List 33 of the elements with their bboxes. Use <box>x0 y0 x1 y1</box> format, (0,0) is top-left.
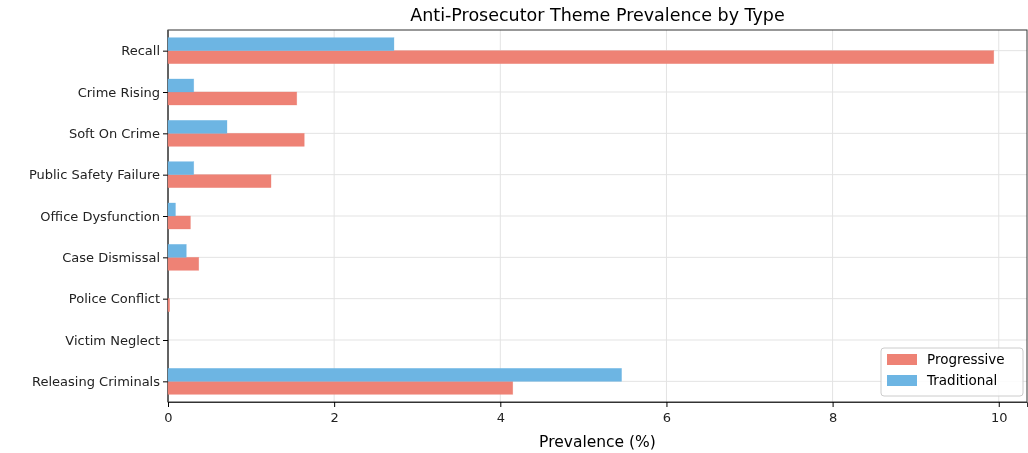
bar <box>167 368 622 382</box>
bar <box>167 78 195 93</box>
bar <box>167 37 395 51</box>
y-tick-label: Public Safety Failure <box>28 167 160 183</box>
x-tick-label: 8 <box>828 409 838 425</box>
bar <box>167 91 298 106</box>
x-tick-label: 4 <box>496 409 505 425</box>
y-tick-label: Recall <box>121 43 160 59</box>
y-tick-label: Office Dysfunction <box>40 208 160 224</box>
x-tick-label: 0 <box>164 409 173 425</box>
bar <box>167 120 228 134</box>
bar <box>167 244 187 258</box>
bar <box>167 174 272 188</box>
y-tick-label: Soft On Crime <box>68 125 160 141</box>
bar <box>167 50 995 64</box>
bar <box>167 202 176 217</box>
y-tick-label: Case Dismissal <box>62 249 160 265</box>
bar <box>167 215 191 230</box>
x-axis-title: Prevalence (%) <box>539 433 656 451</box>
y-tick-label: Releasing Criminals <box>32 373 161 389</box>
y-tick-label: Victim Neglect <box>65 332 160 348</box>
bar <box>167 133 305 147</box>
bar <box>167 381 514 395</box>
bar <box>167 161 195 175</box>
bar <box>167 257 200 271</box>
legend-label: Traditional <box>926 372 998 388</box>
y-tick-label: Police Conflict <box>68 291 160 307</box>
y-tick-label: Crime Rising <box>77 84 160 100</box>
legend-label: Progressive <box>927 351 1005 367</box>
x-tick-label: 2 <box>330 409 339 425</box>
x-tick-label: 10 <box>990 409 1008 425</box>
chart-title: Anti-Prosecutor Theme Prevalence by Type <box>410 5 785 25</box>
x-tick-label: 6 <box>662 409 672 425</box>
